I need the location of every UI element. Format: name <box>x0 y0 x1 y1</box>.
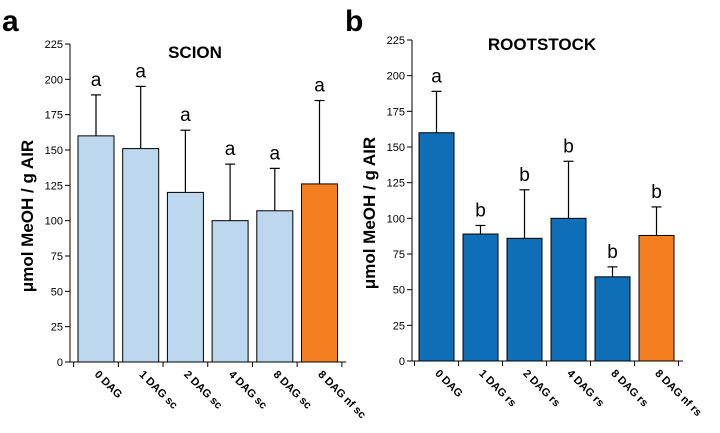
chart-title-rootstock: ROOTSTOCK <box>488 35 597 54</box>
y-tick-label-rootstock: 225 <box>387 35 405 47</box>
significance-label-scion-4: a <box>270 143 281 164</box>
x-tick-label-scion-1: 1 DAG sc <box>137 369 180 412</box>
significance-label-scion-3: a <box>225 139 236 160</box>
x-tick-label-rootstock-1: 1 DAG rs <box>476 368 518 410</box>
bar-scion-0 <box>77 135 115 363</box>
bar-scion-1 <box>122 148 160 363</box>
bar-rootstock-0 <box>418 132 455 362</box>
y-tick-label-scion: 175 <box>45 110 63 122</box>
x-tick-label-rootstock-3: 4 DAG rs <box>564 368 606 410</box>
significance-label-rootstock-0: a <box>431 66 442 87</box>
x-tick-label-rootstock-5: 8 DAG nf rs <box>652 368 703 419</box>
y-tick-label-rootstock: 175 <box>387 106 405 118</box>
bar-rootstock-4 <box>594 276 631 362</box>
x-tick-label-rootstock-0: 0 DAG <box>432 368 464 400</box>
significance-label-scion-1: a <box>135 61 146 82</box>
panel-letter-b: b <box>345 5 363 38</box>
significance-label-rootstock-5: b <box>651 182 662 203</box>
bar-scion-5 <box>301 183 338 363</box>
x-tick-label-rootstock-4: 8 DAG rs <box>608 368 650 410</box>
bar-scion-4 <box>256 210 294 363</box>
y-tick-label-rootstock: 125 <box>387 178 405 190</box>
bar-scion-3 <box>211 220 249 363</box>
y-tick-label-scion: 75 <box>51 251 63 263</box>
y-tick-label-scion: 25 <box>51 322 63 334</box>
x-tick-label-scion-3: 4 DAG sc <box>226 369 269 412</box>
significance-label-rootstock-3: b <box>563 136 574 157</box>
significance-label-scion-0: a <box>91 70 102 91</box>
significance-label-rootstock-4: b <box>607 242 618 263</box>
panel-scion: a SCION μmol MeOH / g AIR 0 25 50 75 100 125 1… <box>2 5 368 421</box>
y-axis-label-scion: μmol MeOH / g AIR <box>18 140 37 292</box>
x-tick-label-scion-5: 8 DAG nf sc <box>315 369 368 422</box>
y-tick-label-scion: 0 <box>57 357 63 369</box>
x-tick-label-scion-2: 2 DAG sc <box>181 369 224 412</box>
y-tick-label-scion: 150 <box>45 145 63 157</box>
panel-rootstock: b ROOTSTOCK μmol MeOH / g AIR 0 25 50 75 100… <box>345 5 704 419</box>
bar-rootstock-5 <box>638 234 675 362</box>
y-tick-label-rootstock: 150 <box>387 142 405 154</box>
x-tick-label-scion-0: 0 DAG <box>92 369 124 401</box>
x-tick-label-rootstock-2: 2 DAG rs <box>520 368 562 410</box>
chart-title-scion: SCION <box>168 43 222 62</box>
y-tick-label-scion: 225 <box>45 39 63 51</box>
significance-label-scion-5: a <box>314 76 325 97</box>
y-tick-label-rootstock: 100 <box>387 213 405 225</box>
y-tick-label-scion: 50 <box>51 286 63 298</box>
significance-label-scion-2: a <box>180 105 191 126</box>
significance-label-rootstock-1: b <box>475 200 486 221</box>
y-tick-label-scion: 100 <box>45 216 63 228</box>
y-tick-label-scion: 200 <box>45 74 63 86</box>
bar-rootstock-3 <box>550 217 587 362</box>
bar-rootstock-2 <box>506 237 543 362</box>
y-tick-label-scion: 125 <box>45 180 63 192</box>
bar-scion-2 <box>166 191 204 363</box>
y-tick-label-rootstock: 200 <box>387 71 405 83</box>
y-tick-label-rootstock: 0 <box>399 356 405 368</box>
bars-rootstock: a b b b b b <box>418 66 675 362</box>
significance-label-rootstock-2: b <box>519 165 530 186</box>
y-tick-label-rootstock: 75 <box>393 249 405 261</box>
y-tick-label-rootstock: 50 <box>393 285 405 297</box>
y-tick-label-rootstock: 25 <box>393 320 405 332</box>
bar-rootstock-1 <box>462 233 499 362</box>
panel-letter-a: a <box>2 5 19 38</box>
y-axis-label-rootstock: μmol MeOH / g AIR <box>360 137 379 289</box>
x-tick-label-scion-4: 8 DAG sc <box>271 369 314 412</box>
bars-scion: a a a a a a <box>77 61 338 363</box>
